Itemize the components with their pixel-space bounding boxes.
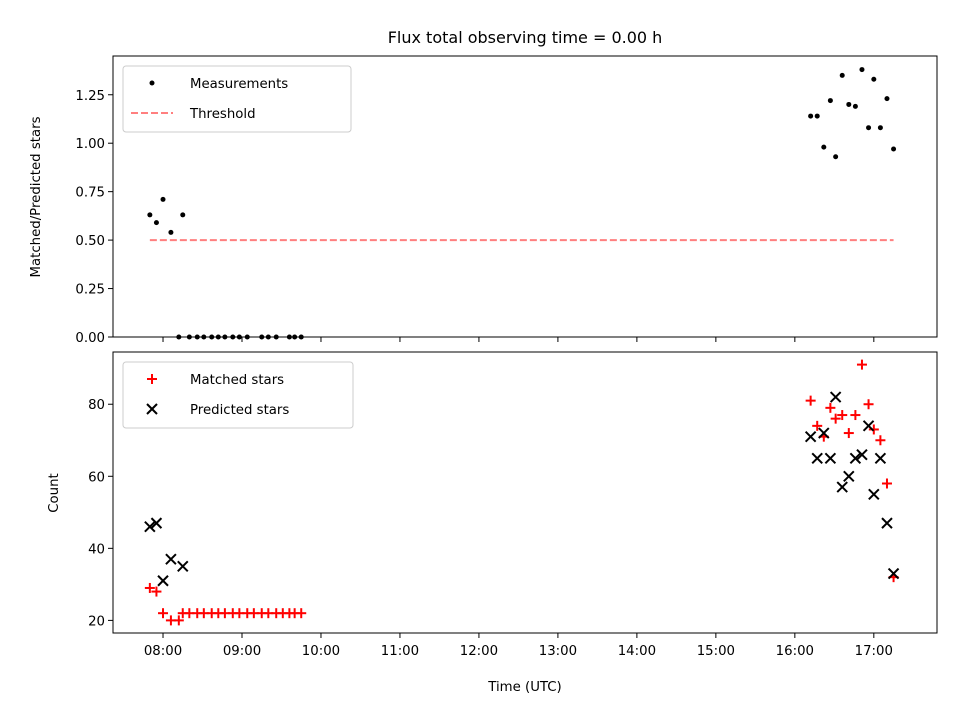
measurement-point [839, 72, 845, 78]
predicted-point [887, 567, 900, 580]
matched-point [837, 410, 848, 421]
predicted-point [874, 452, 887, 464]
y-tick-label: 1.00 [75, 137, 105, 152]
y-tick-label: 0.50 [75, 234, 105, 249]
predicted-point [804, 430, 817, 443]
bottom-panel: 20 40 60 80 08:00 09:00 10:00 11:00 12:00 13:00 14… [88, 351, 938, 659]
matched-point [812, 420, 823, 431]
y-tick-label: 1.25 [75, 89, 105, 104]
measurement-point [814, 113, 820, 119]
matched-point [843, 428, 854, 439]
matched-point [296, 608, 307, 619]
series-predicted-stars [144, 391, 900, 587]
predicted-point [849, 452, 862, 464]
y-tick-label: 0.75 [75, 186, 105, 201]
legend-box [122, 65, 352, 133]
measurement-point [871, 76, 877, 82]
x-tick-label: 08:00 [144, 644, 182, 659]
predicted-point [836, 481, 848, 493]
measurement-point [833, 154, 839, 160]
matched-point [850, 410, 861, 421]
measurement-point [808, 113, 814, 119]
matched-point [144, 582, 155, 593]
predicted-point [818, 427, 830, 439]
x-tick-label: 12:00 [460, 644, 498, 659]
top-legend: Measurements Threshold [122, 65, 352, 133]
y-tick-label: 0.25 [75, 283, 105, 298]
measurement-point [827, 98, 833, 104]
top-y-axis-label: Matched/Predicted stars [29, 116, 44, 277]
matched-point [868, 424, 879, 435]
top-axes-frame [112, 55, 938, 338]
predicted-point [829, 391, 842, 403]
measurement-point [153, 220, 159, 226]
predicted-point [157, 575, 169, 587]
matched-point [173, 615, 184, 626]
measurement-point [846, 101, 852, 107]
measurement-point [877, 125, 883, 131]
predicted-point [881, 517, 893, 529]
x-tick-label: 11:00 [381, 644, 419, 659]
predicted-point [150, 517, 163, 529]
x-tick-label: 09:00 [223, 644, 261, 659]
x-tick-label: 14:00 [618, 644, 656, 659]
measurement-point [168, 229, 174, 235]
x-axis-label: Time (UTC) [487, 680, 562, 695]
y-tick-label: 40 [88, 542, 105, 557]
legend-plus-swatch [147, 374, 157, 384]
series-matched-stars [144, 359, 899, 626]
bottom-y-axis-label: Count [47, 473, 62, 513]
predicted-point [811, 452, 823, 464]
matched-point [830, 413, 841, 424]
legend-dot-swatch [149, 80, 155, 86]
predicted-point [165, 553, 177, 565]
legend-label: Matched stars [190, 373, 284, 388]
y-tick-label: 80 [88, 398, 105, 413]
x-tick-label: 10:00 [302, 644, 340, 659]
measurement-point [852, 103, 858, 109]
x-tick-label: 15:00 [697, 644, 735, 659]
predicted-point [868, 488, 880, 501]
predicted-point [824, 452, 837, 464]
measurement-point [859, 67, 865, 73]
y-tick-label: 20 [88, 614, 105, 629]
measurement-point [884, 96, 890, 102]
series-measurements [147, 67, 897, 340]
measurement-point [866, 125, 872, 131]
measurement-point [180, 212, 186, 218]
legend-label: Measurements [190, 77, 288, 92]
predicted-point [843, 470, 855, 482]
bottom-legend: Matched stars Predicted stars [122, 361, 354, 429]
matched-point [881, 478, 892, 489]
x-tick-label: 16:00 [776, 644, 814, 659]
y-tick-label: 60 [88, 470, 105, 485]
matched-point [151, 586, 162, 597]
chart-title: Flux total observing time = 0.00 h [388, 28, 663, 47]
matched-point [875, 435, 886, 446]
predicted-point [862, 420, 875, 432]
legend-label: Threshold [189, 107, 256, 122]
legend-x-swatch [146, 403, 158, 415]
measurement-point [891, 146, 897, 152]
x-tick-label: 13:00 [539, 644, 577, 659]
bottom-axes-frame [112, 351, 938, 634]
matched-point [863, 399, 874, 410]
measurement-point [821, 144, 827, 150]
matched-point [825, 402, 836, 413]
measurement-point [160, 196, 166, 202]
predicted-point [856, 448, 868, 461]
matched-point [856, 359, 867, 370]
measurement-point [147, 212, 153, 218]
matched-point [805, 395, 816, 406]
predicted-point [177, 560, 189, 573]
legend-box [122, 361, 354, 429]
top-panel: 0.00 0.25 0.50 0.75 1.00 1.25 Measurements Thre… [75, 55, 938, 346]
y-tick-label: 0.00 [75, 331, 105, 346]
predicted-point [144, 521, 156, 533]
legend-label: Predicted stars [190, 403, 289, 418]
matched-point [158, 608, 169, 619]
x-tick-label: 17:00 [855, 644, 893, 659]
